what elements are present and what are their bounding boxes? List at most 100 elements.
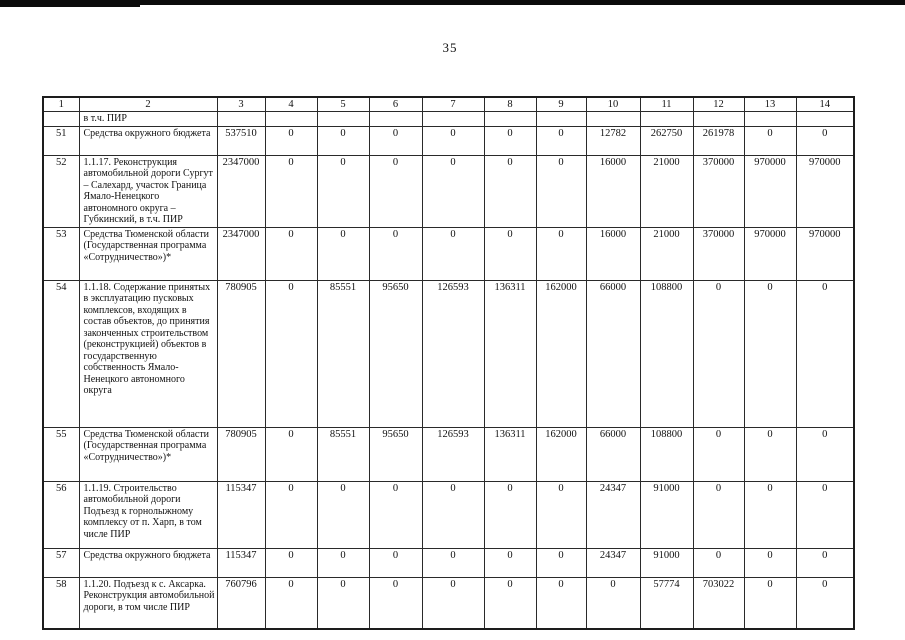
- table-row: в т.ч. ПИР: [42, 111, 855, 127]
- value-cell: [692, 111, 745, 127]
- row-number-cell: 58: [42, 576, 80, 630]
- header-row: 1 2 3 4 5 6 7 8 9 10 11 12 13 14: [42, 96, 855, 112]
- value-cell: 0: [483, 576, 537, 630]
- activity-name-cell: 1.1.19. Строительство автомобильной доро…: [78, 480, 218, 549]
- value-cell: 0: [535, 480, 587, 549]
- row-number-cell: 53: [42, 226, 80, 281]
- value-cell: 0: [316, 226, 370, 281]
- value-cell: 0: [316, 576, 370, 630]
- value-cell: 780905: [216, 426, 266, 482]
- value-cell: 0: [795, 480, 855, 549]
- value-cell: [795, 111, 855, 127]
- value-cell: [216, 111, 266, 127]
- value-cell: 0: [795, 576, 855, 630]
- value-cell: 0: [421, 576, 485, 630]
- column-header: 10: [585, 96, 641, 112]
- value-cell: [316, 111, 370, 127]
- column-header: 12: [692, 96, 745, 112]
- value-cell: 0: [316, 547, 370, 578]
- value-cell: 108800: [639, 279, 694, 428]
- row-number-cell: 56: [42, 480, 80, 549]
- value-cell: 970000: [795, 154, 855, 228]
- value-cell: 0: [795, 426, 855, 482]
- value-cell: 0: [316, 480, 370, 549]
- value-cell: 115347: [216, 547, 266, 578]
- column-header: 6: [368, 96, 423, 112]
- value-cell: 0: [316, 154, 370, 228]
- value-cell: 261978: [692, 125, 745, 156]
- value-cell: 57774: [639, 576, 694, 630]
- value-cell: 66000: [585, 279, 641, 428]
- column-header: 4: [264, 96, 318, 112]
- value-cell: 126593: [421, 279, 485, 428]
- table-row: 56 1.1.19. Строительство автомобильной до…: [42, 480, 855, 549]
- value-cell: 0: [483, 547, 537, 578]
- value-cell: 0: [483, 154, 537, 228]
- value-cell: 0: [795, 125, 855, 156]
- value-cell: 162000: [535, 426, 587, 482]
- value-cell: 370000: [692, 154, 745, 228]
- value-cell: 970000: [795, 226, 855, 281]
- value-cell: [743, 111, 797, 127]
- value-cell: 0: [264, 279, 318, 428]
- value-cell: 0: [264, 547, 318, 578]
- value-cell: 0: [795, 547, 855, 578]
- column-header: 14: [795, 96, 855, 112]
- value-cell: 262750: [639, 125, 694, 156]
- value-cell: 0: [743, 279, 797, 428]
- value-cell: [368, 111, 423, 127]
- value-cell: 21000: [639, 154, 694, 228]
- row-number-cell: 55: [42, 426, 80, 482]
- row-number-cell: 57: [42, 547, 80, 578]
- value-cell: 0: [421, 226, 485, 281]
- value-cell: [421, 111, 485, 127]
- value-cell: [585, 111, 641, 127]
- table-header: 1 2 3 4 5 6 7 8 9 10 11 12 13 14: [42, 96, 855, 112]
- value-cell: 0: [795, 279, 855, 428]
- activity-name-cell: Средства Тюменской области (Государствен…: [78, 226, 218, 281]
- activity-name-cell: Средства окружного бюджета: [78, 125, 218, 156]
- value-cell: 0: [368, 547, 423, 578]
- value-cell: 136311: [483, 426, 537, 482]
- value-cell: 370000: [692, 226, 745, 281]
- column-header: 8: [483, 96, 537, 112]
- column-header: 3: [216, 96, 266, 112]
- value-cell: 0: [421, 154, 485, 228]
- value-cell: 0: [483, 226, 537, 281]
- value-cell: 0: [368, 480, 423, 549]
- value-cell: 12782: [585, 125, 641, 156]
- activity-name-cell: Средства Тюменской области (Государствен…: [78, 426, 218, 482]
- value-cell: 0: [692, 426, 745, 482]
- value-cell: [639, 111, 694, 127]
- value-cell: 970000: [743, 226, 797, 281]
- value-cell: 21000: [639, 226, 694, 281]
- column-header: 1: [42, 96, 80, 112]
- value-cell: 16000: [585, 226, 641, 281]
- value-cell: 0: [535, 226, 587, 281]
- activity-name-cell: 1.1.18. Содержание принятых в эксплуатац…: [78, 279, 218, 428]
- column-header: 2: [78, 96, 218, 112]
- table-row: 54 1.1.18. Содержание принятых в эксплуат…: [42, 279, 855, 428]
- value-cell: 780905: [216, 279, 266, 428]
- value-cell: 0: [743, 547, 797, 578]
- value-cell: [264, 111, 318, 127]
- value-cell: [535, 111, 587, 127]
- value-cell: 24347: [585, 547, 641, 578]
- value-cell: 0: [483, 480, 537, 549]
- value-cell: 0: [368, 226, 423, 281]
- value-cell: 0: [264, 426, 318, 482]
- table-row: 51 Средства окружного бюджета 537510 0 0 0 0 0 0…: [42, 125, 855, 156]
- value-cell: 16000: [585, 154, 641, 228]
- value-cell: 24347: [585, 480, 641, 549]
- column-header: 7: [421, 96, 485, 112]
- value-cell: 0: [743, 576, 797, 630]
- value-cell: 108800: [639, 426, 694, 482]
- value-cell: 0: [692, 480, 745, 549]
- value-cell: 91000: [639, 547, 694, 578]
- value-cell: 0: [264, 125, 318, 156]
- value-cell: 0: [692, 279, 745, 428]
- value-cell: 0: [692, 547, 745, 578]
- value-cell: 0: [264, 226, 318, 281]
- scan-artifact-bar-left: [0, 0, 140, 7]
